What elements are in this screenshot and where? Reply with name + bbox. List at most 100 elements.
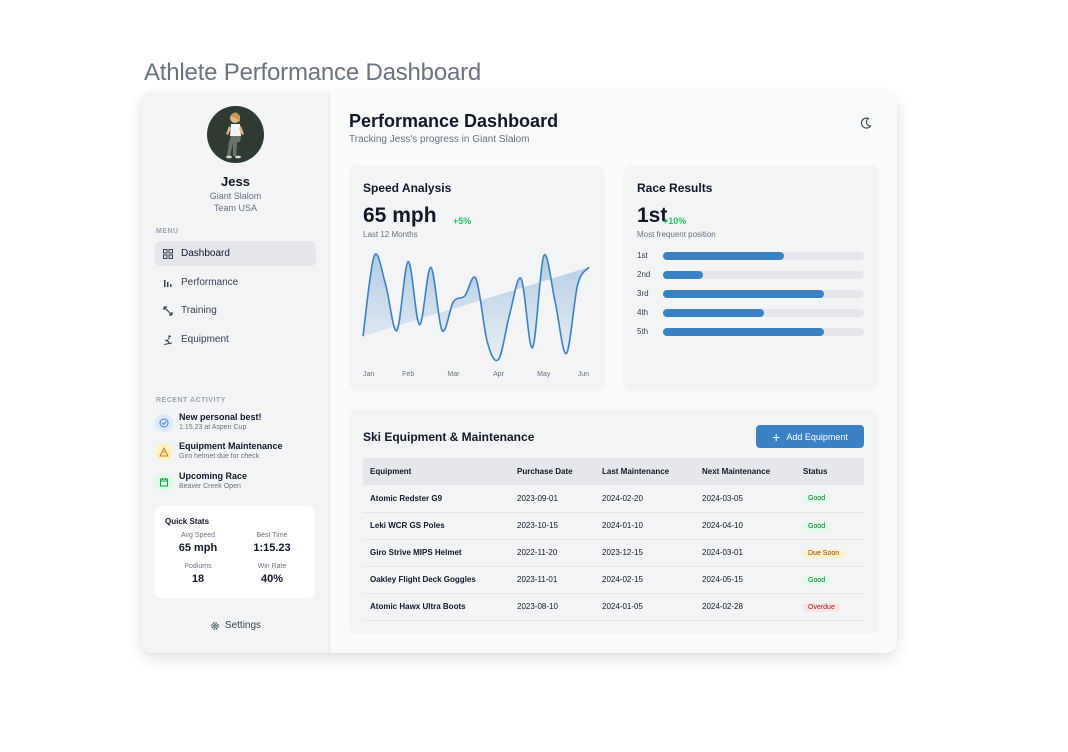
stat-avg-speed: Avg Speed 65 mph — [163, 532, 233, 554]
table-row[interactable]: Oakley Flight Deck Goggles 2023-11-01 2024… — [363, 566, 864, 594]
sidebar-item-label: Training — [181, 305, 217, 316]
speed-area — [363, 253, 589, 361]
rank-bar-fill — [663, 309, 764, 317]
purchase-date: 2023-11-01 — [510, 566, 595, 594]
rank-row: 4th — [637, 308, 865, 318]
activity-item[interactable]: Upcoming Race Beaver Creek Open — [155, 471, 247, 492]
next-maintenance: 2024-04-10 — [695, 512, 796, 540]
activity-subtitle: Giro helmet due for check — [179, 453, 260, 460]
x-tick-label: May — [537, 371, 551, 378]
last-maintenance: 2024-01-10 — [595, 512, 695, 540]
sidebar-item-label: Dashboard — [181, 248, 230, 259]
stat-best-time: Best Time 1:15.23 — [237, 532, 307, 554]
arrows-icon — [163, 305, 173, 316]
status-badge: Good — [803, 494, 831, 504]
activity-item[interactable]: New personal best! 1:15.23 at Aspen Cup — [155, 412, 262, 433]
rank-label: 1st — [637, 251, 648, 260]
speed-line — [362, 253, 590, 362]
add-equipment-button[interactable]: + Add Equipment — [756, 425, 864, 448]
settings-button[interactable]: Settings — [141, 620, 330, 631]
rank-bar-fill — [663, 271, 704, 279]
rank-bar-track — [663, 328, 864, 336]
status-cell: Overdue — [796, 593, 864, 621]
speed-analysis-card: Speed Analysis 65 mph +5% Last 12 Months… — [349, 165, 605, 391]
stat-label: Avg Speed — [180, 532, 216, 539]
table-row[interactable]: Leki WCR GS Poles 2023-10-15 2024-01-10 202… — [363, 512, 864, 540]
dashboard-subtitle: Tracking Jess's progress in Giant Slalom — [349, 134, 530, 145]
column-header[interactable]: Status — [796, 458, 864, 485]
speed-delta: +5% — [453, 216, 472, 226]
stat-value: 18 — [191, 573, 205, 585]
sidebar-item-label: Equipment — [181, 334, 229, 345]
rank-bar-fill — [663, 252, 784, 260]
last-maintenance: 2023-12-15 — [595, 539, 695, 567]
column-header[interactable]: Last Maintenance — [595, 458, 695, 485]
stat-label: Win Rate — [257, 563, 287, 570]
rank-bar-track — [663, 309, 864, 317]
gear-icon — [211, 621, 219, 630]
stat-label: Best Time — [256, 532, 288, 539]
bar-chart-icon — [164, 279, 172, 287]
sidebar-item-dashboard[interactable]: Dashboard — [155, 241, 316, 266]
x-tick-label: Apr — [493, 371, 505, 378]
user-team: Team USA — [213, 203, 257, 213]
rank-label: 3rd — [637, 289, 649, 298]
rank-bar-fill — [663, 290, 824, 298]
column-header[interactable]: Next Maintenance — [695, 458, 796, 485]
equipment-table: Equipment Purchase Date Last Maintenance… — [363, 458, 864, 621]
sidebar-item-training[interactable]: Training — [155, 298, 316, 323]
next-maintenance: 2024-03-01 — [695, 539, 796, 567]
next-maintenance: 2024-02-28 — [695, 593, 796, 621]
speed-value: 65 mph — [363, 204, 437, 227]
race-subtitle: Most frequent position — [637, 230, 716, 239]
settings-label: Settings — [224, 620, 262, 631]
table-row[interactable]: Giro Strive MIPS Helmet 2022-11-20 2023-12… — [363, 539, 864, 567]
column-header[interactable]: Equipment — [363, 458, 510, 485]
theme-toggle-button[interactable] — [859, 116, 873, 130]
grid-icon — [163, 248, 173, 259]
speed-period: Last 12 Months — [363, 230, 418, 239]
x-tick-label: Mar — [447, 371, 460, 378]
x-tick-label: Jun — [578, 371, 589, 378]
status-cell: Good — [796, 512, 864, 540]
next-maintenance: 2024-03-05 — [695, 485, 796, 513]
dashboard-window: Jess Giant Slalom Team USA MENU Dashboar… — [141, 92, 897, 653]
activity-subtitle: 1:15.23 at Aspen Cup — [179, 424, 247, 431]
athlete-illustration — [226, 112, 244, 159]
race-title: Race Results — [637, 181, 713, 195]
status-cell: Good — [796, 485, 864, 513]
add-equipment-label: Add Equipment — [786, 431, 848, 442]
activity-title: Equipment Maintenance — [179, 441, 283, 451]
last-maintenance: 2024-01-05 — [595, 593, 695, 621]
purchase-date: 2023-09-01 — [510, 485, 595, 513]
status-badge: Good — [803, 521, 831, 531]
rank-row: 2nd — [637, 270, 865, 280]
table-row[interactable]: Atomic Redster G9 2023-09-01 2024-02-20 202… — [363, 485, 864, 513]
warning-icon — [155, 443, 173, 461]
race-results-card: Race Results 1st +10% Most frequent posi… — [623, 165, 879, 391]
rank-row: 5th — [637, 327, 865, 337]
table-header-row: Equipment Purchase Date Last Maintenance… — [363, 458, 864, 485]
activity-item[interactable]: Equipment Maintenance Giro helmet due fo… — [155, 441, 283, 462]
rank-bar-fill — [663, 328, 824, 336]
sidebar-item-performance[interactable]: Performance — [155, 270, 316, 295]
user-name: Jess — [221, 174, 250, 189]
skier-icon — [163, 334, 173, 345]
equipment-name: Atomic Hawx Ultra Boots — [363, 593, 510, 621]
rank-bar-track — [663, 271, 864, 279]
sidebar-item-equipment[interactable]: Equipment — [155, 327, 316, 352]
rank-row: 1st — [637, 251, 865, 261]
rank-label: 2nd — [637, 270, 651, 279]
x-tick-label: Feb — [402, 371, 414, 378]
rank-label: 4th — [637, 308, 649, 317]
stat-label: Podiums — [184, 563, 212, 570]
calendar-icon — [155, 473, 173, 491]
table-row[interactable]: Atomic Hawx Ultra Boots 2023-08-10 2024-01… — [363, 593, 864, 621]
column-header[interactable]: Purchase Date — [510, 458, 595, 485]
plus-icon: + — [772, 428, 781, 445]
avatar[interactable] — [207, 106, 264, 163]
stat-value: 40% — [260, 573, 284, 585]
equipment-name: Giro Strive MIPS Helmet — [363, 539, 510, 567]
sidebar: Jess Giant Slalom Team USA MENU Dashboar… — [141, 92, 330, 653]
status-badge: Good — [803, 575, 831, 585]
